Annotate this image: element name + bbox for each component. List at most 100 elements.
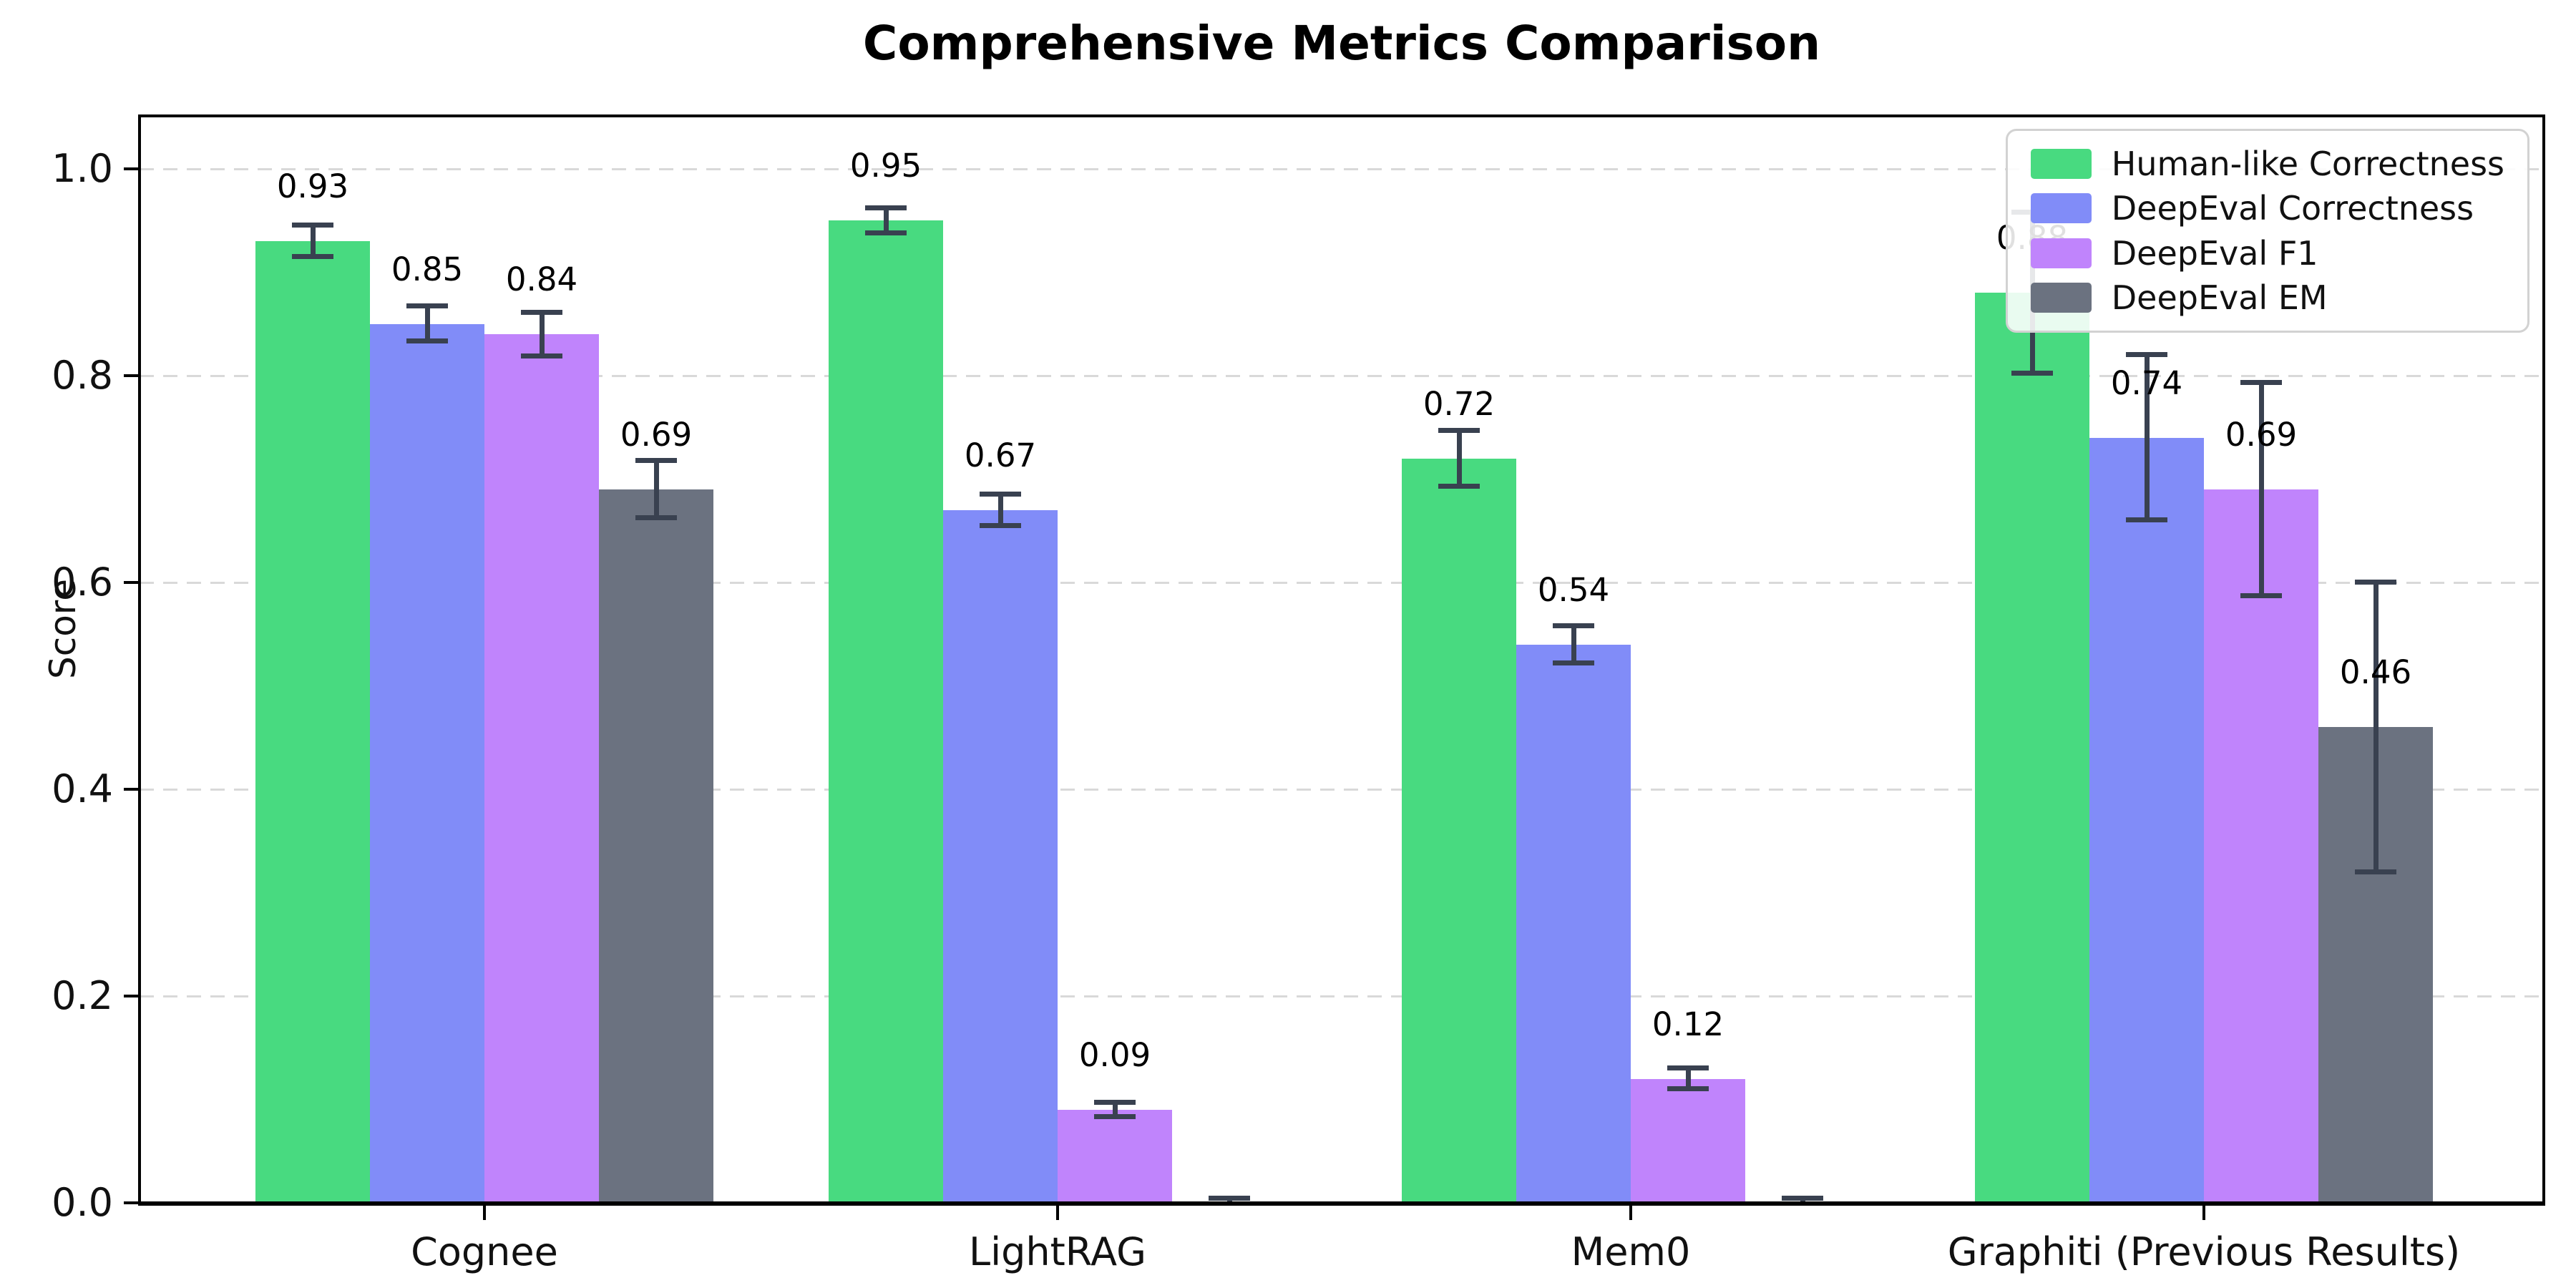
- error-bar-line: [2258, 383, 2264, 596]
- x-tick: [2202, 1206, 2205, 1220]
- legend-item: DeepEval F1: [2030, 233, 2504, 273]
- gridline: [140, 375, 2544, 377]
- bar-deepeval-f1-0: [484, 334, 599, 1203]
- error-bar-line: [1571, 625, 1576, 663]
- legend: Human-like Correctness DeepEval Correctne…: [2005, 129, 2529, 333]
- x-tick: [483, 1206, 486, 1220]
- error-bar-line: [883, 208, 889, 233]
- legend-item: Human-like Correctness: [2030, 145, 2504, 183]
- error-bar-cap-top: [2355, 580, 2396, 585]
- y-tick: [124, 167, 138, 170]
- bar-value-label: 0.69: [2225, 415, 2298, 454]
- bar-value-label: 0.69: [620, 415, 693, 454]
- bar-deepeval-em-0: [599, 489, 713, 1203]
- legend-swatch: [2030, 238, 2092, 268]
- error-bar-cap-bottom: [1438, 483, 1480, 489]
- spine-right: [2542, 114, 2545, 1206]
- error-bar-cap-bottom: [1553, 660, 1594, 665]
- error-bar-line: [1456, 430, 1462, 487]
- legend-swatch: [2030, 149, 2092, 180]
- plot-area: Human-like Correctness DeepEval Correctne…: [140, 116, 2544, 1203]
- error-bar-line: [424, 306, 430, 342]
- error-bar-cap-bottom: [406, 338, 448, 344]
- error-bar-line: [997, 494, 1003, 526]
- error-bar-cap-top: [521, 309, 562, 315]
- bar-deepeval-f1-1: [1058, 1109, 1172, 1203]
- legend-item: DeepEval EM: [2030, 278, 2504, 317]
- legend-label: DeepEval EM: [2111, 278, 2328, 317]
- error-bar-cap-bottom: [635, 515, 677, 521]
- bar-deepeval-f1-3: [2204, 489, 2318, 1203]
- legend-label: Human-like Correctness: [2111, 145, 2504, 183]
- x-tick-label-3: Graphiti (Previous Results): [1947, 1229, 2461, 1274]
- bar-value-label: 0.46: [2339, 653, 2412, 692]
- error-bar-cap-bottom: [2355, 869, 2396, 874]
- error-bar-line: [2373, 582, 2379, 872]
- error-bar-cap-top: [292, 223, 333, 228]
- legend-item: DeepEval Correctness: [2030, 189, 2504, 228]
- error-bar-cap-top: [406, 303, 448, 309]
- chart-title: Comprehensive Metrics Comparison: [862, 16, 1821, 71]
- error-bar-cap-top: [1209, 1196, 1250, 1201]
- y-axis-label: Score: [42, 578, 84, 680]
- x-tick-label-2: Mem0: [1571, 1229, 1691, 1274]
- x-tick: [1629, 1206, 1632, 1220]
- error-bar-line: [2144, 355, 2150, 521]
- bar-human-like-correctness-2: [1402, 458, 1516, 1203]
- spine-left: [138, 114, 141, 1206]
- legend-label: DeepEval Correctness: [2111, 189, 2474, 228]
- error-bar-cap-top: [1782, 1196, 1823, 1201]
- error-bar-cap-bottom: [980, 522, 1021, 528]
- bar-deepeval-correctness-3: [2089, 437, 2204, 1203]
- y-tick: [124, 581, 138, 584]
- y-tick-label: 0.0: [52, 1180, 113, 1225]
- bar-value-label: 0.54: [1537, 570, 1610, 609]
- x-tick-label-1: LightRAG: [969, 1229, 1146, 1274]
- error-bar-cap-top: [1553, 623, 1594, 628]
- gridline: [140, 995, 2544, 997]
- error-bar-cap-top: [1667, 1065, 1709, 1071]
- error-bar-cap-top: [980, 492, 1021, 497]
- y-tick-label: 0.6: [52, 560, 113, 605]
- y-tick: [124, 995, 138, 997]
- error-bar-line: [653, 460, 659, 519]
- y-tick: [124, 1201, 138, 1204]
- legend-swatch: [2030, 283, 2092, 313]
- legend-label: DeepEval F1: [2111, 233, 2318, 273]
- gridline: [140, 168, 2544, 170]
- bar-value-label: 0.74: [2110, 364, 2183, 402]
- y-tick: [124, 374, 138, 377]
- y-tick-label: 1.0: [52, 146, 113, 191]
- bar-deepeval-correctness-1: [943, 509, 1058, 1203]
- bar-value-label: 0.09: [1078, 1035, 1151, 1074]
- error-bar-cap-top: [635, 457, 677, 463]
- error-bar-line: [310, 225, 316, 257]
- bar-deepeval-f1-2: [1631, 1078, 1745, 1203]
- error-bar-cap-bottom: [865, 230, 907, 235]
- x-tick: [1056, 1206, 1059, 1220]
- bar-human-like-correctness-3: [1975, 293, 2089, 1203]
- bar-value-label: 0.85: [391, 250, 464, 288]
- error-bar-cap-bottom: [1667, 1086, 1709, 1092]
- error-bar-cap-bottom: [521, 353, 562, 358]
- bar-human-like-correctness-0: [255, 241, 370, 1203]
- bar-value-label: 0.12: [1652, 1005, 1724, 1043]
- gridline: [140, 789, 2544, 791]
- bar-value-label: 0.93: [276, 167, 349, 206]
- error-bar-cap-bottom: [2240, 592, 2282, 598]
- gridline: [140, 582, 2544, 584]
- error-bar-cap-top: [865, 205, 907, 210]
- error-bar-cap-top: [1094, 1099, 1136, 1105]
- y-tick-label: 0.2: [52, 973, 113, 1018]
- bar-value-label: 0.95: [849, 147, 922, 185]
- bar-deepeval-correctness-2: [1516, 644, 1631, 1203]
- bar-value-label: 0.84: [505, 260, 578, 299]
- y-tick: [124, 788, 138, 791]
- spine-bottom: [138, 1201, 2545, 1206]
- error-bar-line: [1112, 1102, 1118, 1118]
- bar-value-label: 0.67: [964, 436, 1037, 474]
- bar-deepeval-correctness-0: [370, 323, 484, 1203]
- spine-top: [138, 114, 2545, 117]
- y-tick-label: 0.8: [52, 353, 113, 398]
